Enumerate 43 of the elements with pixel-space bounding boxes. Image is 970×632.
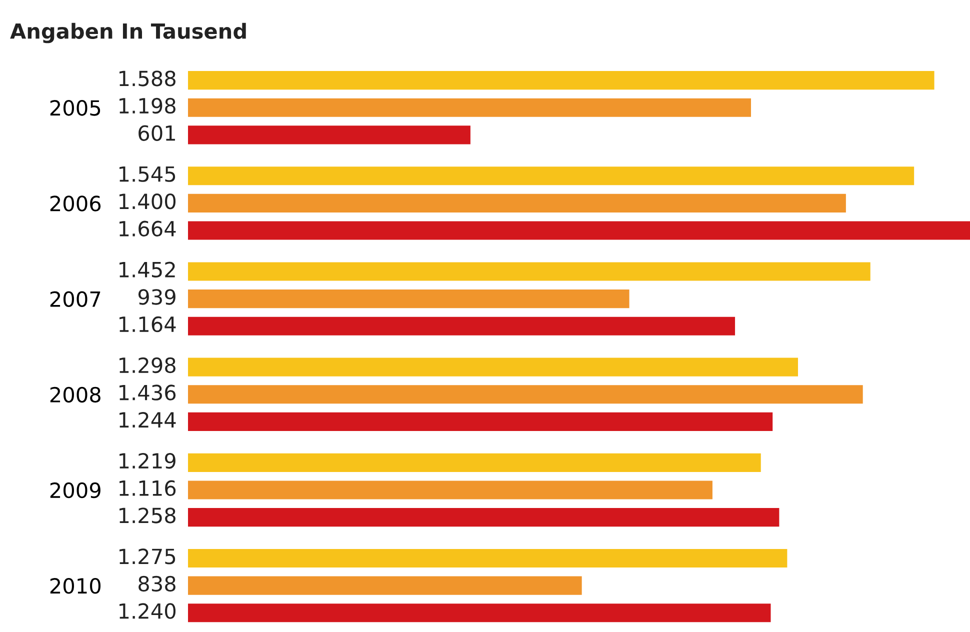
bar xyxy=(188,194,846,212)
bar xyxy=(188,358,798,376)
chart-title: Angaben In Tausend xyxy=(10,22,246,44)
data-label: 601 xyxy=(138,125,175,141)
data-label: 1.588 xyxy=(120,70,176,86)
y-tick-label: 2010 xyxy=(50,578,101,594)
bar xyxy=(188,412,773,431)
bar xyxy=(188,262,870,281)
data-label: 1.400 xyxy=(120,193,176,210)
data-label: 1.452 xyxy=(120,262,175,278)
bar xyxy=(188,316,736,336)
bar xyxy=(188,71,934,90)
bar xyxy=(188,453,761,472)
data-label: 1.436 xyxy=(120,384,176,400)
data-label: 1.164 xyxy=(120,316,176,332)
bar xyxy=(188,604,771,622)
data-label: 1.198 xyxy=(120,98,176,114)
bar xyxy=(188,221,970,240)
y-tick-label: 2008 xyxy=(50,386,100,403)
data-label: 838 xyxy=(138,576,176,592)
data-label: 1.116 xyxy=(120,480,176,496)
data-label: 1.545 xyxy=(120,166,176,182)
y-tick-label: 2007 xyxy=(50,291,100,307)
bar xyxy=(188,290,630,308)
bar xyxy=(188,98,751,117)
bar xyxy=(188,480,712,500)
bar xyxy=(188,576,582,595)
bar xyxy=(188,548,788,568)
data-label: 1.240 xyxy=(120,603,176,619)
data-label: 1.664 xyxy=(120,220,176,237)
data-label: 1.275 xyxy=(120,548,176,564)
data-label: 1.258 xyxy=(120,508,176,524)
y-tick-label: 2005 xyxy=(50,100,100,116)
data-label: 1.244 xyxy=(120,412,176,428)
bar xyxy=(188,508,780,527)
bar xyxy=(188,385,863,404)
bar xyxy=(188,166,914,186)
bar xyxy=(188,126,470,144)
data-label: 1.219 xyxy=(120,452,176,469)
data-label: 1.298 xyxy=(120,357,176,374)
y-tick-label: 2009 xyxy=(50,482,100,498)
data-label: 939 xyxy=(138,289,176,305)
y-tick-label: 2006 xyxy=(50,196,101,212)
